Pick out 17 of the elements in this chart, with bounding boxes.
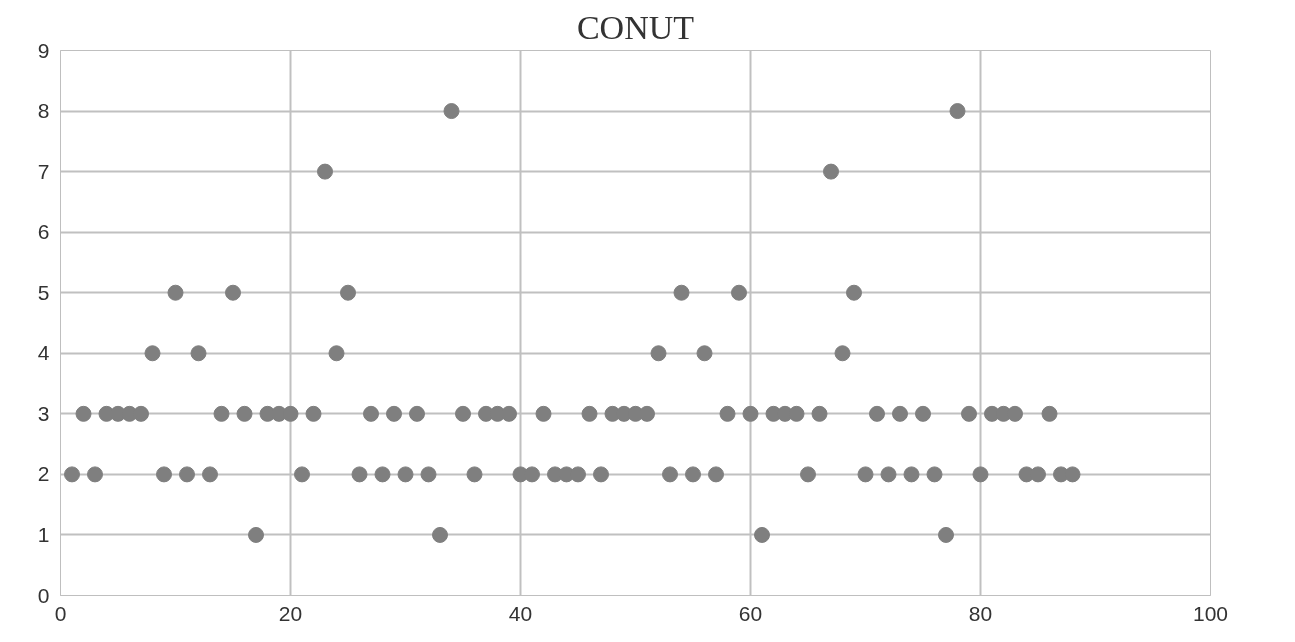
y-tick-label: 5 <box>37 280 50 304</box>
x-tick-label: 80 <box>968 601 993 625</box>
x-tick-label: 60 <box>738 601 763 625</box>
y-tick-label: 9 <box>37 38 50 62</box>
y-tick-label: 1 <box>37 522 50 546</box>
y-tick-label: 2 <box>37 462 50 486</box>
chart-title: CONUT <box>576 8 695 46</box>
x-tick-label: 0 <box>54 601 67 625</box>
y-tick-label: 0 <box>37 583 50 607</box>
y-tick-label: 7 <box>37 159 50 183</box>
x-tick-label: 100 <box>1192 601 1229 625</box>
x-tick-label: 40 <box>508 601 533 625</box>
y-tick-label: 4 <box>37 341 50 365</box>
y-tick-label: 6 <box>37 220 50 244</box>
y-tick-label: 3 <box>37 401 50 425</box>
y-tick-label: 8 <box>37 99 50 123</box>
x-tick-label: 20 <box>278 601 303 625</box>
